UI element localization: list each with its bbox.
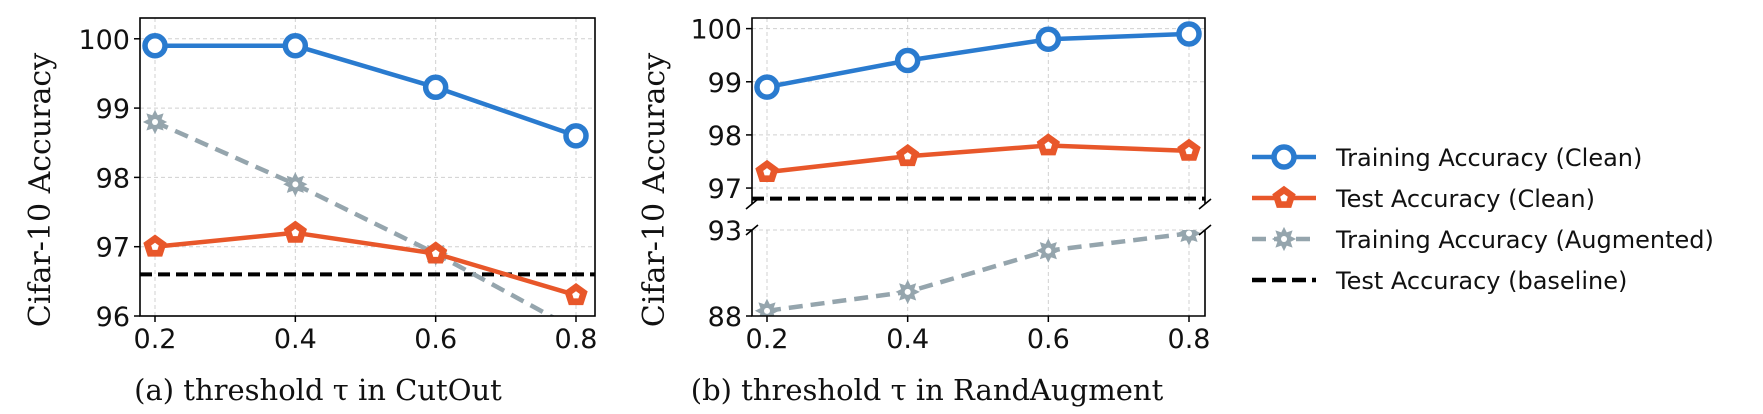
x-tick-label: 0.6 <box>414 324 457 355</box>
legend-marker <box>1271 144 1297 170</box>
axis-break-mark <box>745 198 759 210</box>
chart-randaugment: 97 98 99 100 88 93 0.2 0.4 0.6 0.8 Cifar-10 Accu… <box>637 15 1212 407</box>
train-aug-point-center <box>292 181 299 188</box>
x-tick-label: 0.2 <box>746 324 789 355</box>
x-tick-labels: 0.2 0.4 0.6 0.8 <box>134 316 598 355</box>
test-clean-point-center <box>291 228 300 237</box>
y-tick-label: 88 <box>708 302 742 333</box>
x-tick-label: 0.8 <box>555 324 598 355</box>
legend: Training Accuracy (Clean) Test Accuracy (… <box>1252 144 1714 295</box>
y-tick-label: 99 <box>708 68 742 99</box>
y-tick-labels: 97 98 99 100 88 93 <box>690 15 752 333</box>
legend-item-train-aug: Training Accuracy (Augmented) <box>1252 226 1714 254</box>
lower-frame <box>751 230 1206 317</box>
y-tick-label: 97 <box>96 233 130 264</box>
y-tick-label: 100 <box>78 25 130 56</box>
axis-break-mark <box>1198 198 1212 210</box>
legend-marker-center <box>1281 236 1287 242</box>
chart-cutout: 96 97 98 99 100 0.2 0.4 0.6 0.8 Cifar-10 Accura… <box>23 17 598 407</box>
train-clean-point <box>142 32 168 59</box>
y-tick-label: 96 <box>96 302 130 333</box>
axis-break-mark <box>1198 224 1212 236</box>
test-clean-point-center <box>431 249 440 257</box>
train-aug-line <box>766 231 1190 314</box>
series-group-lower <box>754 230 1202 316</box>
train-aug-point-center <box>904 288 911 295</box>
test-clean-line <box>154 230 577 298</box>
train-aug-point-center <box>1045 247 1052 254</box>
test-clean-point-center <box>151 242 159 250</box>
train-clean-point <box>1176 21 1202 47</box>
test-clean-point-center <box>572 291 580 299</box>
plot-frame <box>139 17 596 317</box>
x-tick-label: 0.4 <box>886 324 929 355</box>
train-aug-point-center <box>152 118 158 125</box>
train-aug-point <box>1176 230 1202 246</box>
test-clean-point-center <box>1185 146 1193 155</box>
grid <box>140 18 595 317</box>
test-clean-line <box>766 143 1190 175</box>
x-tick-labels: 0.2 0.4 0.6 0.8 <box>746 316 1211 355</box>
test-clean-point-center <box>1044 141 1053 149</box>
y-tick-label: 98 <box>96 163 130 194</box>
caption: (a) threshold τ in CutOut <box>134 373 502 407</box>
train-clean-line <box>766 31 1190 90</box>
y-tick-labels: 96 97 98 99 100 <box>78 25 140 333</box>
series-group-upper <box>754 21 1202 182</box>
y-tick-label: 100 <box>690 15 742 46</box>
y-axis-label: Cifar-10 Accuracy <box>637 53 672 327</box>
legend-label: Training Accuracy (Clean) <box>1335 144 1642 172</box>
test-clean-point-center <box>763 168 771 176</box>
train-clean-point <box>894 47 921 74</box>
plot-frame <box>745 17 1212 317</box>
x-tick-label: 0.6 <box>1027 324 1070 355</box>
legend-marker-center <box>1280 194 1288 202</box>
x-tick-label: 0.2 <box>134 324 177 355</box>
train-clean-point <box>563 123 589 149</box>
y-tick-label: 93 <box>708 216 742 247</box>
train-clean-point <box>1035 26 1062 53</box>
train-clean-line <box>155 43 577 138</box>
legend-label: Test Accuracy (Clean) <box>1335 185 1595 213</box>
legend-label: Test Accuracy (baseline) <box>1335 267 1627 295</box>
upper-frame <box>751 17 1206 204</box>
train-clean-point <box>282 32 309 59</box>
legend-item-train-clean: Training Accuracy (Clean) <box>1252 144 1642 172</box>
y-tick-label: 97 <box>708 174 742 205</box>
legend-item-baseline: Test Accuracy (baseline) <box>1252 267 1627 295</box>
x-tick-label: 0.8 <box>1168 324 1211 355</box>
legend-item-test-clean: Test Accuracy (Clean) <box>1252 185 1595 213</box>
train-aug-point-center <box>1186 230 1192 237</box>
y-tick-label: 98 <box>708 121 742 152</box>
train-aug-point-center <box>764 307 770 314</box>
test-clean-point-center <box>903 152 912 160</box>
train-clean-point <box>754 74 780 100</box>
y-axis-label: Cifar-10 Accuracy <box>23 53 58 327</box>
series-group <box>142 32 589 316</box>
x-tick-label: 0.4 <box>274 324 317 355</box>
train-aug-line <box>154 119 556 316</box>
y-tick-label: 99 <box>96 94 130 125</box>
caption: (b) threshold τ in RandAugment <box>691 373 1164 407</box>
train-clean-point <box>422 74 449 101</box>
legend-label: Training Accuracy (Augmented) <box>1335 226 1714 254</box>
